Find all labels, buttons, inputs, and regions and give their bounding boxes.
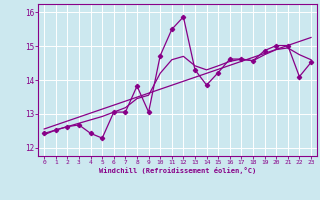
X-axis label: Windchill (Refroidissement éolien,°C): Windchill (Refroidissement éolien,°C) [99,167,256,174]
